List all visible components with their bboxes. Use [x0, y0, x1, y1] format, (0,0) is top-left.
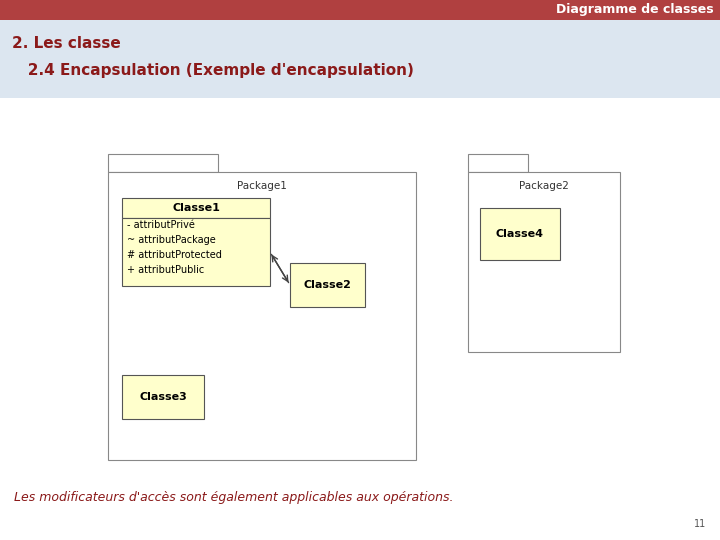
Text: Diagramme de classes: Diagramme de classes	[557, 3, 714, 17]
Bar	[468, 154, 528, 172]
Text: Package1: Package1	[237, 181, 287, 191]
Text: 11: 11	[694, 519, 706, 529]
Text: 2.4 Encapsulation (Exemple d'encapsulation): 2.4 Encapsulation (Exemple d'encapsulati…	[12, 63, 414, 78]
Bar	[0, 20, 720, 98]
Bar	[122, 375, 204, 419]
Bar	[0, 0, 720, 20]
Text: Classe1: Classe1	[172, 203, 220, 213]
Bar	[480, 208, 560, 260]
Bar	[122, 198, 270, 218]
Text: 2. Les classe: 2. Les classe	[12, 37, 121, 51]
Text: Classe3: Classe3	[139, 392, 187, 402]
Bar	[0, 98, 720, 518]
Bar	[122, 218, 270, 286]
Text: Les modificateurs d'accès sont également applicables aux opérations.: Les modificateurs d'accès sont également…	[14, 490, 454, 503]
Text: ~ attributPackage: ~ attributPackage	[127, 235, 216, 245]
Bar	[290, 263, 365, 307]
Text: Package2: Package2	[519, 181, 569, 191]
Bar	[108, 154, 218, 172]
Bar	[108, 172, 416, 460]
Text: Classe4: Classe4	[496, 229, 544, 239]
Bar	[468, 172, 620, 352]
Text: + attributPublic: + attributPublic	[127, 265, 204, 275]
Text: - attributPrivé: - attributPrivé	[127, 220, 195, 230]
Text: # attributProtected: # attributProtected	[127, 250, 222, 260]
Text: Classe2: Classe2	[304, 280, 351, 290]
